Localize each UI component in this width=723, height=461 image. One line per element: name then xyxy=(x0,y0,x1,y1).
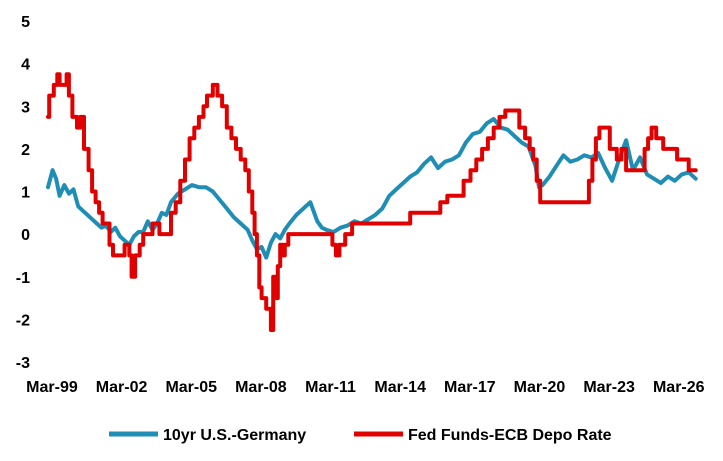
x-tick-label: Mar-14 xyxy=(374,379,426,396)
y-tick-label: 0 xyxy=(21,227,30,244)
y-tick-label: -2 xyxy=(16,312,30,329)
x-tick-label: Mar-05 xyxy=(165,379,217,396)
y-tick-label: 2 xyxy=(21,142,30,159)
x-tick-label: Mar-02 xyxy=(96,379,148,396)
y-tick-label: -3 xyxy=(16,355,30,372)
series-lines xyxy=(46,72,698,332)
x-tick-label: Mar-26 xyxy=(653,379,705,396)
y-tick-label: 4 xyxy=(21,57,30,74)
x-tick-label: Mar-23 xyxy=(583,379,635,396)
series-line-fed-funds-ecb xyxy=(46,72,698,332)
legend: 10yr U.S.-Germany Fed Funds-ECB Depo Rat… xyxy=(109,427,612,444)
y-axis-tick-labels: -3 -2 -1 0 1 2 3 4 5 xyxy=(16,14,30,372)
legend-label-10yr-us-germany: 10yr U.S.-Germany xyxy=(163,427,306,444)
x-tick-label: Mar-20 xyxy=(514,379,566,396)
x-tick-label: Mar-17 xyxy=(444,379,496,396)
x-axis-tick-labels: Mar-99 Mar-02 Mar-05 Mar-08 Mar-11 Mar-14 Mar-… xyxy=(26,379,704,396)
y-tick-label: 5 xyxy=(21,14,30,31)
legend-label-fed-funds-ecb: Fed Funds-ECB Depo Rate xyxy=(408,427,612,444)
x-tick-label: Mar-99 xyxy=(26,379,78,396)
x-tick-label: Mar-08 xyxy=(235,379,287,396)
y-tick-label: -1 xyxy=(16,270,30,287)
x-tick-label: Mar-11 xyxy=(305,379,356,396)
y-tick-label: 3 xyxy=(21,99,30,116)
y-tick-label: 1 xyxy=(21,185,30,202)
